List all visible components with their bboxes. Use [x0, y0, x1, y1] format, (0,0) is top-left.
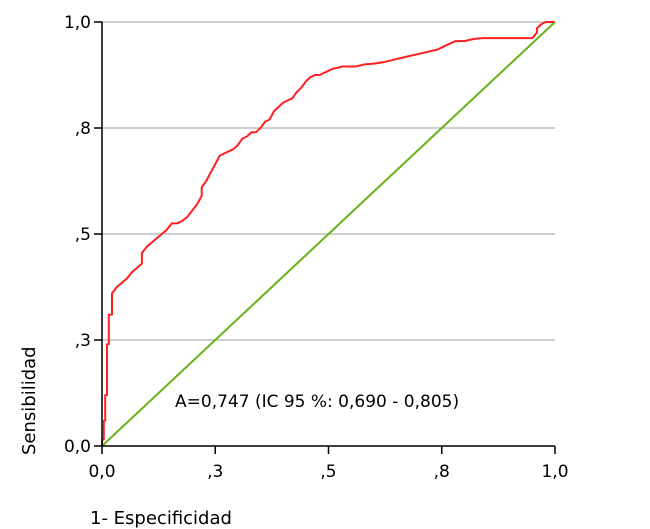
y-tick-label-1: ,3 — [75, 331, 91, 351]
roc-curve — [101, 21, 555, 446]
y-axis-title: Sensibilidad — [19, 346, 40, 455]
x-tick-label-0: 0,0 — [88, 462, 115, 482]
y-tick-label-0: 0,0 — [64, 437, 91, 457]
x-axis-title: 1- Especificidad — [90, 508, 232, 529]
grid-lines — [102, 21, 555, 341]
reference-curve — [101, 21, 556, 447]
tick-layer: 0,0 ,3 ,5 ,8 1,0 0,0 ,3 ,5 ,8 1,0 — [64, 13, 569, 482]
x-tick-label-1: ,3 — [207, 462, 223, 482]
auc-annotation: A=0,747 (IC 95 %: 0,690 - 0,805) — [175, 392, 459, 412]
y-tick-label-3: ,8 — [75, 119, 91, 139]
x-tick-label-4: 1,0 — [541, 462, 568, 482]
y-tick-label-4: 1,0 — [64, 13, 91, 33]
x-tick-label-3: ,8 — [434, 462, 450, 482]
x-tick-label-2: ,5 — [320, 462, 336, 482]
series-layer — [101, 21, 556, 447]
y-tick-label-2: ,5 — [75, 225, 91, 245]
